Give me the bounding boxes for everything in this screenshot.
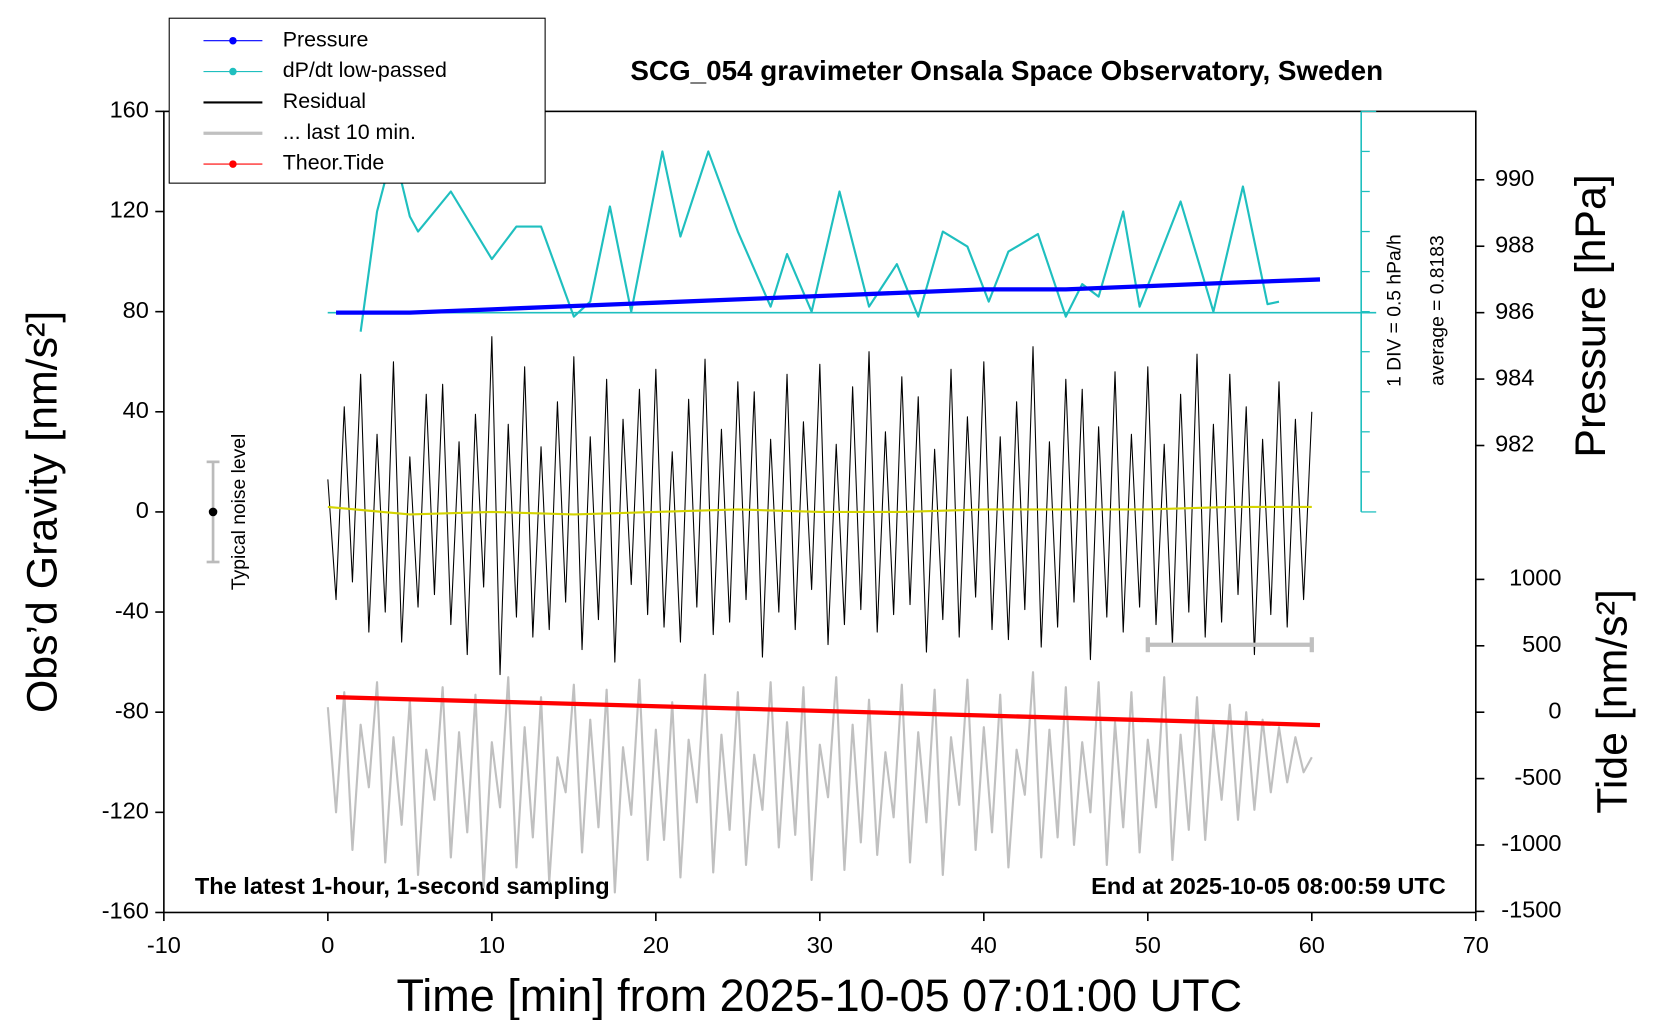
y3-tick-label: 500 (1522, 631, 1561, 657)
y3-tick-label: -1500 (1501, 897, 1561, 923)
legend-label: Residual (283, 89, 366, 113)
x-tick-label: 20 (643, 932, 669, 958)
y3-tick-label: 1000 (1509, 565, 1561, 591)
y3-tick-label: 0 (1548, 697, 1561, 723)
x-tick-label: 50 (1135, 932, 1161, 958)
series-line (359, 147, 1280, 332)
annotation: 1 DIV = 0.5 hPa/h (1385, 234, 1406, 387)
x-tick-label: 30 (807, 932, 833, 958)
chart-title: SCG_054 gravimeter Onsala Space Observat… (630, 55, 1383, 86)
annotation: End at 2025-10-05 08:00:59 UTC (1091, 873, 1446, 899)
y-tick-label: 160 (110, 97, 149, 123)
y-tick-label: 0 (136, 497, 149, 523)
legend-marker (229, 36, 237, 45)
legend-label: dP/dt low-passed (283, 58, 447, 82)
legend-marker (229, 160, 237, 168)
y-tick-label: -120 (102, 798, 149, 824)
y-axis-label: Obs’d Gravity [nm/s²] (18, 311, 66, 713)
y2-tick-label: 988 (1495, 231, 1534, 257)
y-tick-label: 80 (123, 297, 149, 323)
x-tick-label: 40 (971, 932, 997, 958)
legend-label: ... last 10 min. (283, 120, 416, 144)
series-line (326, 671, 1313, 894)
y3-axis-label: Tide [nm/s²] (1588, 589, 1636, 814)
legend-box (168, 17, 546, 184)
series-line (327, 505, 1312, 516)
legend-marker (229, 67, 237, 76)
annotation: average = 0.8183 (1427, 235, 1448, 386)
y3-tick-label: -500 (1514, 764, 1561, 790)
y3-tick-label: -1000 (1501, 830, 1561, 856)
annotation: The latest 1-hour, 1-second sampling (195, 873, 610, 899)
y-tick-label: 40 (123, 397, 149, 423)
legend-label: Theor.Tide (283, 151, 385, 175)
series-line (336, 277, 1321, 315)
y2-tick-label: 984 (1495, 364, 1534, 390)
x-tick-label: 60 (1299, 932, 1325, 958)
x-tick-label: 0 (321, 932, 334, 958)
legend-label: Pressure (283, 27, 369, 51)
y2-tick-label: 982 (1495, 431, 1534, 457)
y2-tick-label: 990 (1495, 165, 1534, 191)
x-tick-label: -10 (147, 932, 181, 958)
noise-bar-center (208, 507, 218, 517)
series-line (335, 695, 1321, 728)
series-line (327, 336, 1313, 676)
y-tick-label: 120 (110, 197, 149, 223)
x-tick-label: 10 (479, 932, 505, 958)
y-tick-label: -40 (115, 597, 149, 623)
y-tick-label: -80 (115, 697, 149, 723)
y2-axis-label: Pressure [hPa] (1567, 174, 1615, 457)
noise-bar-label: Typical noise level (229, 434, 250, 590)
x-tick-label: 70 (1463, 932, 1489, 958)
x-axis-label: Time [min] from 2025-10-05 07:01:00 UTC (396, 970, 1242, 1020)
y-tick-label: -160 (102, 898, 149, 924)
y2-tick-label: 986 (1495, 298, 1534, 324)
